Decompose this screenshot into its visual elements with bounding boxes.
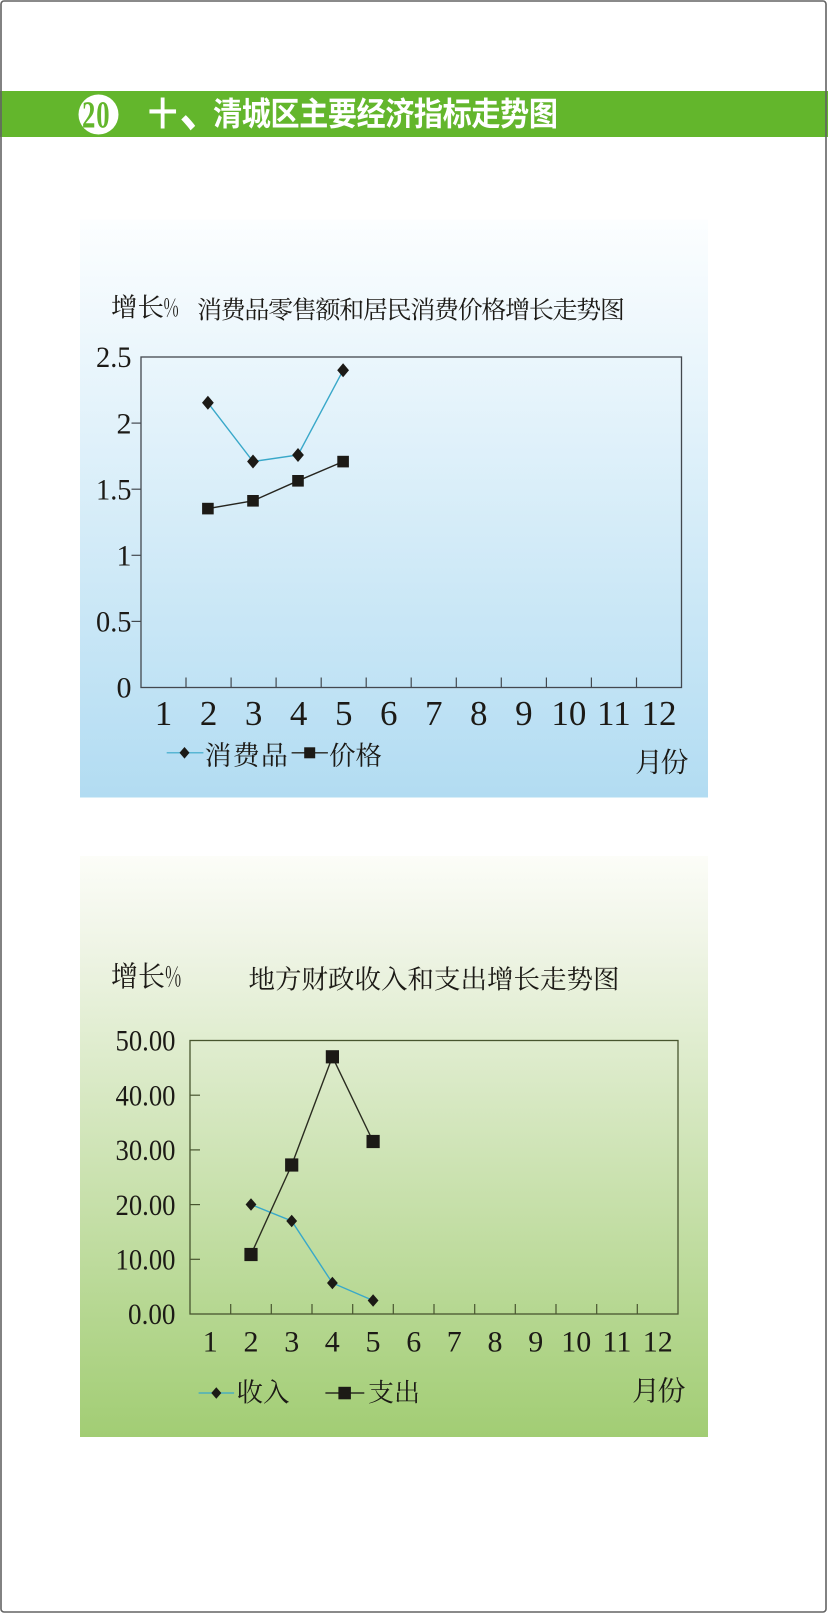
svg-text:4: 4 bbox=[325, 1326, 340, 1359]
svg-text:3: 3 bbox=[245, 694, 263, 733]
svg-text:6: 6 bbox=[406, 1326, 421, 1359]
svg-text:20.00: 20.00 bbox=[116, 1189, 176, 1222]
svg-text:4: 4 bbox=[290, 694, 308, 733]
svg-text:2: 2 bbox=[200, 694, 218, 733]
svg-text:1: 1 bbox=[155, 694, 173, 733]
svg-text:11: 11 bbox=[603, 1326, 632, 1359]
svg-text:8: 8 bbox=[488, 1326, 503, 1359]
svg-text:2: 2 bbox=[244, 1326, 259, 1359]
svg-text:0: 0 bbox=[117, 672, 132, 705]
svg-text:12: 12 bbox=[643, 1326, 673, 1359]
svg-text:2: 2 bbox=[117, 407, 132, 440]
svg-text:0.00: 0.00 bbox=[128, 1298, 176, 1331]
svg-text:10: 10 bbox=[551, 694, 586, 733]
svg-text:40.00: 40.00 bbox=[116, 1079, 176, 1112]
svg-text:1: 1 bbox=[117, 540, 132, 573]
svg-text:8: 8 bbox=[470, 694, 488, 733]
svg-text:5: 5 bbox=[366, 1326, 381, 1359]
svg-text:0.5: 0.5 bbox=[96, 606, 132, 639]
svg-text:50.00: 50.00 bbox=[116, 1025, 176, 1058]
svg-text:1.5: 1.5 bbox=[96, 473, 132, 506]
svg-text:30.00: 30.00 bbox=[116, 1134, 176, 1167]
svg-text:7: 7 bbox=[425, 694, 443, 733]
svg-text:10.00: 10.00 bbox=[116, 1244, 176, 1277]
svg-text:11: 11 bbox=[597, 694, 631, 733]
svg-text:2.5: 2.5 bbox=[96, 341, 132, 374]
svg-text:5: 5 bbox=[335, 694, 353, 733]
svg-text:1: 1 bbox=[203, 1326, 218, 1359]
svg-text:6: 6 bbox=[380, 694, 398, 733]
svg-text:9: 9 bbox=[515, 694, 533, 733]
svg-text:10: 10 bbox=[561, 1326, 591, 1359]
svg-text:9: 9 bbox=[528, 1326, 543, 1359]
svg-text:3: 3 bbox=[284, 1326, 299, 1359]
svg-text:12: 12 bbox=[642, 694, 677, 733]
svg-text:7: 7 bbox=[447, 1326, 462, 1359]
